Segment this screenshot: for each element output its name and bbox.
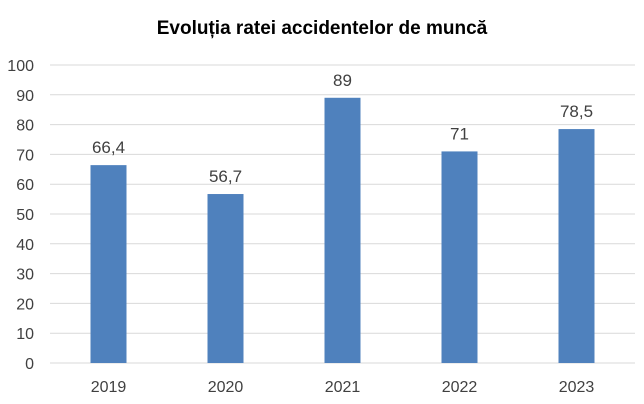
- y-axis-ticks: 0 10 20 30 40 50 60 70 80 90 100: [7, 58, 34, 373]
- chart-title: Evoluția ratei accidentelor de muncă: [157, 18, 488, 39]
- y-tick-label: 60: [16, 177, 34, 194]
- data-labels: 66,4 56,7 89 71 78,5: [92, 71, 593, 186]
- bar-2023: [558, 129, 595, 363]
- bar-2019: [90, 165, 127, 363]
- x-axis-ticks: 2019 2020 2021 2022 2023: [91, 379, 595, 396]
- y-tick-label: 90: [16, 88, 34, 105]
- y-tick-label: 80: [16, 118, 34, 135]
- y-tick-label: 40: [16, 237, 34, 254]
- x-tick-label: 2021: [325, 379, 361, 396]
- data-label: 66,4: [92, 138, 125, 157]
- y-tick-label: 50: [16, 207, 34, 224]
- y-tick-label: 100: [7, 58, 34, 75]
- bar-2022: [441, 151, 478, 363]
- y-tick-label: 20: [16, 296, 34, 313]
- data-label: 89: [333, 71, 352, 90]
- bar-2020: [207, 194, 244, 363]
- x-tick-label: 2020: [208, 379, 244, 396]
- data-label: 78,5: [560, 102, 593, 121]
- y-tick-label: 10: [16, 326, 34, 343]
- y-tick-label: 70: [16, 147, 34, 164]
- x-tick-label: 2023: [559, 379, 595, 396]
- data-label: 71: [450, 124, 469, 143]
- x-tick-label: 2019: [91, 379, 127, 396]
- x-tick-label: 2022: [442, 379, 478, 396]
- bar-2021: [324, 97, 361, 363]
- y-tick-label: 0: [25, 356, 34, 373]
- y-tick-label: 30: [16, 267, 34, 284]
- bars: [90, 97, 595, 363]
- data-label: 56,7: [209, 167, 242, 186]
